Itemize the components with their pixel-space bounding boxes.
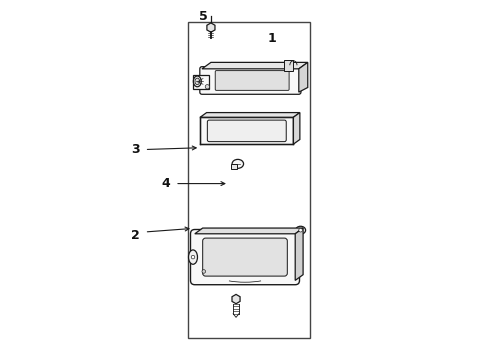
Circle shape (299, 228, 302, 232)
Bar (188, 22, 310, 338)
Circle shape (202, 270, 205, 273)
FancyBboxPatch shape (207, 120, 286, 141)
Circle shape (205, 85, 210, 89)
Bar (193, 75, 209, 89)
Ellipse shape (189, 250, 197, 264)
Polygon shape (294, 113, 300, 144)
Text: 5: 5 (199, 10, 208, 23)
Text: 1: 1 (268, 32, 276, 45)
FancyBboxPatch shape (215, 71, 289, 90)
Text: 4: 4 (162, 177, 171, 190)
Polygon shape (285, 60, 294, 71)
FancyBboxPatch shape (203, 238, 287, 276)
Circle shape (191, 255, 195, 259)
Ellipse shape (194, 76, 201, 87)
Ellipse shape (295, 226, 306, 234)
Polygon shape (295, 228, 303, 280)
Bar (200, 117, 294, 144)
Ellipse shape (232, 159, 244, 168)
Text: 3: 3 (131, 143, 140, 156)
Ellipse shape (195, 78, 199, 85)
FancyBboxPatch shape (200, 67, 301, 94)
Polygon shape (195, 228, 303, 234)
Polygon shape (200, 113, 300, 117)
Polygon shape (299, 62, 308, 92)
Polygon shape (231, 164, 237, 169)
FancyBboxPatch shape (191, 229, 299, 285)
Polygon shape (202, 62, 308, 69)
Text: 2: 2 (131, 229, 140, 242)
